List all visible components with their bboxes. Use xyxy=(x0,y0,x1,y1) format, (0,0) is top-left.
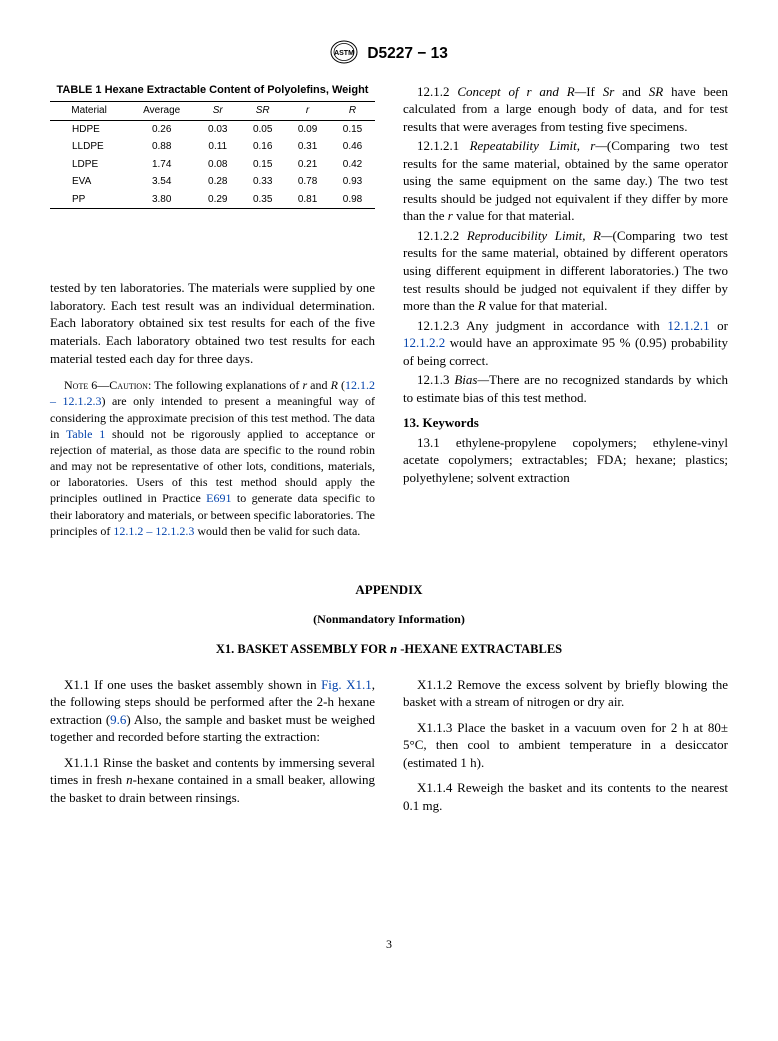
left-para-1: tested by ten laboratories. The material… xyxy=(50,279,375,367)
right-column: 12.1.2 Concept of r and R—If Sr and SR h… xyxy=(403,83,728,541)
table-row: EVA3.540.280.330.780.93 xyxy=(50,173,375,191)
table-row: PP3.800.290.350.810.98 xyxy=(50,191,375,209)
appendix-columns: X1.1 If one uses the basket assembly sho… xyxy=(50,676,728,817)
table-title: TABLE 1 Hexane Extractable Content of Po… xyxy=(50,83,375,98)
col-r: r xyxy=(285,102,330,121)
table-row: LDPE1.740.080.150.210.42 xyxy=(50,156,375,174)
spacer xyxy=(50,239,375,279)
para-x1-1-4: X1.1.4 Reweigh the basket and its conten… xyxy=(403,779,728,814)
table-row: LLDPE0.880.110.160.310.46 xyxy=(50,138,375,156)
para-12-1-3: 12.1.3 Bias—There are no recognized stan… xyxy=(403,371,728,406)
link-e691[interactable]: E691 xyxy=(206,491,231,505)
link-12-1-2-2[interactable]: 12.1.2.2 xyxy=(403,335,445,350)
table-header-row: Material Average Sr SR r R xyxy=(50,102,375,121)
para-13-1: 13.1 ethylene-propylene copolymers; ethy… xyxy=(403,434,728,487)
col-material: Material xyxy=(50,102,128,121)
appendix-title: X1. BASKET ASSEMBLY FOR n -HEXANE EXTRAC… xyxy=(50,641,728,658)
svg-text:ASTM: ASTM xyxy=(334,50,354,57)
appendix-head: APPENDIX xyxy=(50,581,728,599)
note-6: Note 6—Caution: The following explanatio… xyxy=(50,377,375,539)
link-9-6[interactable]: 9.6 xyxy=(110,712,126,727)
col-SR: SR xyxy=(240,102,285,121)
link-12-1-2b[interactable]: 12.1.2 – 12.1.2.3 xyxy=(113,524,194,538)
para-12-1-2-2: 12.1.2.2 Reproducibility Limit, R—(Compa… xyxy=(403,227,728,315)
para-12-1-2-1: 12.1.2.1 Repeatability Limit, r—(Compari… xyxy=(403,137,728,225)
astm-logo: ASTM xyxy=(330,40,358,69)
col-sr: Sr xyxy=(195,102,240,121)
col-R: R xyxy=(330,102,375,121)
document-header: ASTM D5227 − 13 xyxy=(50,40,728,69)
para-x1-1-3: X1.1.3 Place the basket in a vacuum oven… xyxy=(403,719,728,772)
link-fig-x1-1[interactable]: Fig. X1.1 xyxy=(321,677,372,692)
para-12-1-2: 12.1.2 Concept of r and R—If Sr and SR h… xyxy=(403,83,728,136)
left-column: TABLE 1 Hexane Extractable Content of Po… xyxy=(50,83,375,541)
table-row: HDPE0.260.030.050.090.15 xyxy=(50,120,375,138)
link-table-1[interactable]: Table 1 xyxy=(66,427,105,441)
table-1: Material Average Sr SR r R HDPE0.260.030… xyxy=(50,101,375,209)
para-x1-1-1: X1.1.1 Rinse the basket and contents by … xyxy=(50,754,375,807)
page-number: 3 xyxy=(50,936,728,952)
section-13-head: 13. Keywords xyxy=(403,414,728,432)
para-x1-1-2: X1.1.2 Remove the excess solvent by brie… xyxy=(403,676,728,711)
table-body: HDPE0.260.030.050.090.15 LLDPE0.880.110.… xyxy=(50,120,375,209)
para-x1-1: X1.1 If one uses the basket assembly sho… xyxy=(50,676,375,746)
main-columns: TABLE 1 Hexane Extractable Content of Po… xyxy=(50,83,728,541)
appendix-right: X1.1.2 Remove the excess solvent by brie… xyxy=(403,676,728,817)
para-12-1-2-3: 12.1.2.3 Any judgment in accordance with… xyxy=(403,317,728,370)
appendix-left: X1.1 If one uses the basket assembly sho… xyxy=(50,676,375,817)
note-lead: Note 6—Caution: xyxy=(64,378,151,392)
appendix-sub: (Nonmandatory Information) xyxy=(50,611,728,627)
document-id: D5227 − 13 xyxy=(367,45,448,62)
link-12-1-2-1[interactable]: 12.1.2.1 xyxy=(667,318,709,333)
col-average: Average xyxy=(128,102,195,121)
